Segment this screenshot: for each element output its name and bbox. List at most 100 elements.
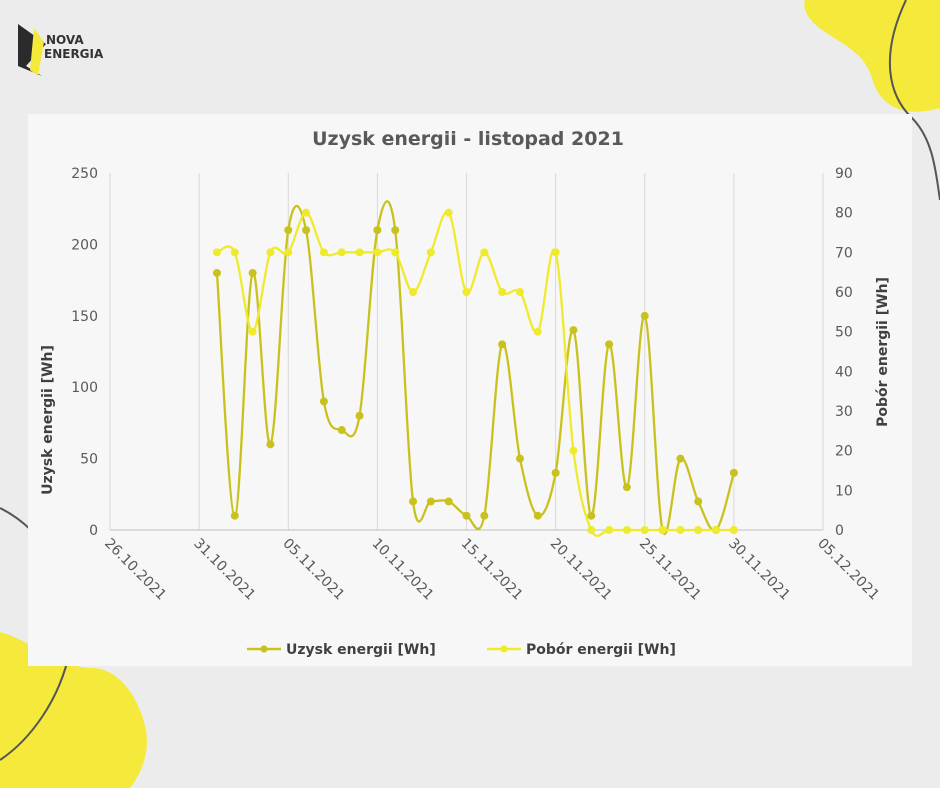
- y-right-tick-label: 40: [835, 364, 853, 380]
- data-point: [569, 446, 578, 455]
- data-point: [729, 468, 738, 477]
- y-right-tick-label: 30: [835, 404, 853, 420]
- data-point: [694, 526, 703, 534]
- data-point: [551, 248, 560, 257]
- data-point: [515, 288, 524, 296]
- data-point: [676, 526, 685, 534]
- x-axis-ticks: 26.10.2021 31.10.2021 05.11.2021 10.11.2021…: [101, 536, 882, 604]
- data-point: [302, 208, 311, 217]
- data-point: [391, 248, 400, 257]
- data-point: [302, 226, 311, 235]
- y-left-tick-label: 100: [71, 380, 98, 396]
- data-point: [337, 426, 346, 435]
- data-point: [587, 526, 596, 534]
- data-point: [640, 526, 649, 534]
- data-point: [230, 511, 239, 520]
- data-point: [212, 268, 221, 277]
- data-point: [409, 497, 418, 506]
- data-point: [569, 326, 578, 335]
- logo-text-energia: ENERGIA: [44, 47, 104, 61]
- y-right-tick-label: 80: [835, 206, 853, 222]
- data-point: [480, 511, 489, 520]
- legend-marker-uzysk: [260, 645, 268, 653]
- data-point: [319, 397, 328, 406]
- x-tick-label: 31.10.2021: [190, 536, 258, 604]
- data-point: [444, 208, 453, 217]
- legend-label-uzysk: Uzysk energii [Wh]: [286, 642, 436, 658]
- x-tick-label: 05.12.2021: [814, 536, 882, 604]
- data-point: [622, 483, 631, 492]
- chart-title: Uzysk energii - listopad 2021: [312, 128, 624, 150]
- x-tick-label: 20.11.2021: [547, 536, 615, 604]
- series-group: [212, 200, 738, 537]
- x-tick-label: 25.11.2021: [636, 536, 704, 604]
- data-point: [266, 248, 275, 257]
- x-tick-label: 30.11.2021: [725, 536, 793, 604]
- data-point: [373, 226, 382, 235]
- legend-label-pobor: Pobór energii [Wh]: [526, 642, 676, 658]
- y-right-tick-label: 60: [835, 285, 853, 301]
- data-point: [212, 248, 221, 257]
- data-point: [676, 454, 685, 463]
- data-point: [498, 340, 507, 349]
- data-point: [694, 497, 703, 506]
- data-point: [605, 340, 614, 349]
- logo-text-nova: NOVA: [46, 33, 84, 47]
- x-tick-label: 15.11.2021: [458, 536, 526, 604]
- data-point: [319, 248, 328, 257]
- data-point: [409, 288, 418, 296]
- series-line: [216, 210, 734, 537]
- y-left-tick-label: 0: [89, 523, 98, 539]
- chart-card: Uzysk energii - listopad 2021 0 50 100 150 2…: [28, 114, 912, 666]
- data-point: [248, 268, 257, 277]
- data-point: [480, 248, 489, 257]
- data-point: [498, 288, 507, 296]
- data-point: [605, 526, 614, 534]
- top-right-blob: [804, 0, 940, 112]
- logo: NOVA ENERGIA: [18, 24, 104, 76]
- data-point: [444, 497, 453, 506]
- y-right-tick-label: 50: [835, 325, 853, 341]
- data-point: [712, 526, 721, 534]
- x-tick-label: 10.11.2021: [369, 536, 437, 604]
- data-point: [533, 327, 542, 336]
- y-axis-right-label: Pobór energii [Wh]: [875, 277, 891, 427]
- data-point: [230, 248, 239, 257]
- x-tick-label: 26.10.2021: [101, 536, 169, 604]
- series-pobor: [212, 208, 738, 537]
- data-point: [355, 248, 364, 257]
- data-point: [373, 248, 382, 257]
- data-point: [284, 226, 293, 235]
- data-point: [658, 526, 667, 534]
- data-point: [533, 511, 542, 520]
- data-point: [426, 497, 435, 506]
- bottom-left-blob: [0, 632, 147, 788]
- data-point: [355, 411, 364, 420]
- data-point: [284, 248, 293, 257]
- y-left-tick-label: 150: [71, 309, 98, 325]
- y-left-tick-label: 250: [71, 166, 98, 182]
- y-left-tick-label: 50: [80, 452, 98, 468]
- y-axis-left-label: Uzysk energii [Wh]: [40, 345, 56, 495]
- data-point: [622, 526, 631, 534]
- data-point: [640, 311, 649, 320]
- data-point: [337, 248, 346, 257]
- y-right-tick-label: 70: [835, 245, 853, 261]
- data-point: [729, 526, 738, 534]
- y-right-tick-label: 20: [835, 444, 853, 460]
- right-axis-ticks: 0 10 20 30 40 50 60 70 80 90: [835, 166, 853, 539]
- data-point: [551, 468, 560, 477]
- chart-svg: Uzysk energii - listopad 2021 0 50 100 150 2…: [40, 128, 891, 658]
- data-point: [587, 511, 596, 520]
- data-point: [426, 248, 435, 257]
- data-point: [266, 440, 275, 449]
- gridlines: [109, 173, 824, 530]
- y-right-tick-label: 0: [835, 523, 844, 539]
- data-point: [515, 454, 524, 463]
- data-point: [462, 288, 471, 296]
- legend-marker-pobor: [500, 645, 508, 653]
- legend: Uzysk energii [Wh] Pobór energii [Wh]: [247, 642, 676, 658]
- series-line: [215, 200, 735, 535]
- data-point: [391, 226, 400, 235]
